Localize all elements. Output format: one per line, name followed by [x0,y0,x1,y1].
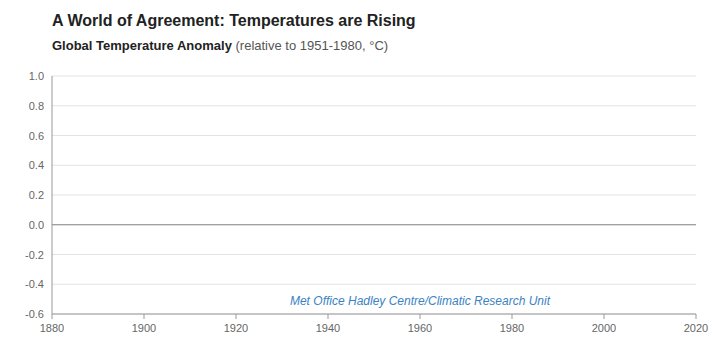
x-tick [52,314,53,319]
annotation: Met Office Hadley Centre/Climatic Resear… [290,294,551,308]
x-tick [604,314,605,319]
x-tick-label: 1980 [500,322,524,334]
x-axis-line [52,314,696,315]
x-tick [236,314,237,319]
x-tick-label: 1920 [224,322,248,334]
subtitle-part: Global Temperature Anomaly [52,38,233,53]
x-tick [696,314,697,319]
grid-line [52,254,696,255]
title: A World of Agreement: Temperatures are R… [52,12,416,29]
x-tick [144,314,145,319]
x-tick-label: 1960 [408,322,432,334]
grid-line [52,284,696,285]
y-tick-label: -0.6 [25,308,44,320]
y-tick-label: 0.8 [29,100,44,112]
x-tick [512,314,513,319]
x-axis: 1880 1900 1920 1940 1960 1980 2000 2020 [40,314,708,334]
y-tick-label: 0.2 [29,189,44,201]
x-tick-label: 1900 [132,322,156,334]
y-axis-line [52,76,53,314]
y-tick-label: -0.2 [25,249,44,261]
x-tick-label: 1880 [40,322,64,334]
subtitle: Global Temperature Anomaly (relative to … [52,38,388,53]
y-tick-label: 0.4 [29,159,44,171]
grid-line [52,224,696,225]
subtitle-part: (relative to 1951-1980, °C) [232,38,388,53]
grid-line [52,165,696,166]
grid-line [52,135,696,136]
plot-area [52,224,696,225]
grid [52,76,696,314]
chart-container: A World of Agreement: Temperatures are R… [0,0,720,350]
chart: A World of Agreement: Temperatures are R… [0,0,720,350]
grid-line [52,105,696,106]
y-tick-label: 0.6 [29,130,44,142]
x-tick [420,314,421,319]
grid-line [52,314,696,315]
grid-line [52,195,696,196]
y-tick-label: 1.0 [29,70,44,82]
y-axis: -0.6 -0.4 -0.2 0.0 0.2 0.4 0.6 0.8 1.0 [25,70,44,320]
x-tick [328,314,329,319]
reference-line [52,224,696,225]
x-tick-label: 2000 [592,322,616,334]
y-tick-label: -0.4 [25,278,44,290]
grid-line [52,76,696,77]
y-tick-label: 0.0 [29,219,44,231]
x-tick-label: 1940 [316,322,340,334]
x-tick-label: 2020 [684,322,708,334]
